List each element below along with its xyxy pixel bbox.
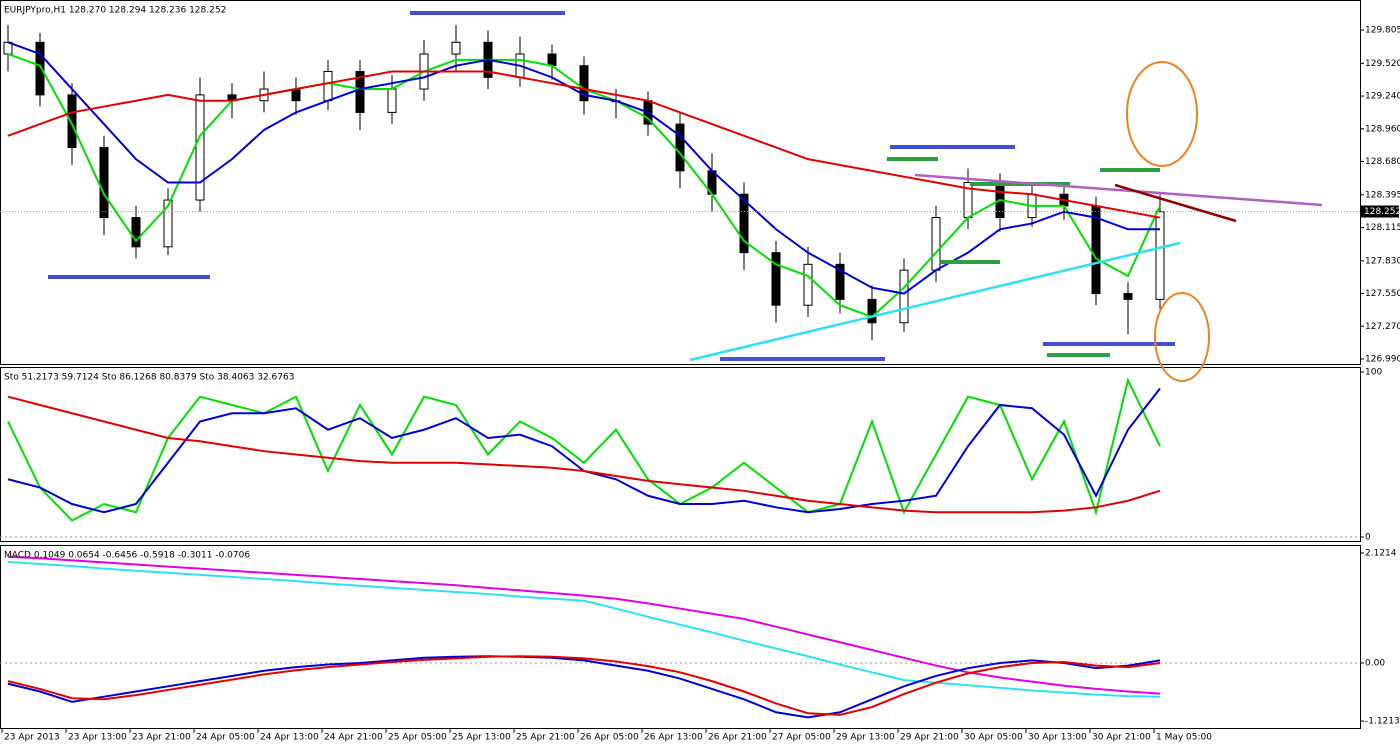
indicator-line [7, 560, 1161, 698]
trend-line [914, 173, 1323, 207]
trend-line [1114, 183, 1237, 223]
trend-line [689, 241, 1181, 362]
x-tick-label: 24 Apr 05:00 [196, 733, 255, 743]
x-tick-label: 26 Apr 05:00 [580, 733, 639, 743]
candle-body [323, 71, 333, 102]
current-price-box [1361, 205, 1399, 218]
candle-body [99, 146, 109, 219]
panel-title: Sto 51.2173 59.7124 Sto 86.1268 80.8379 … [4, 373, 294, 383]
x-tick-label: 27 Apr 05:00 [772, 733, 831, 743]
candle-body [67, 94, 77, 148]
candle-body [355, 71, 365, 113]
panel-title: EURJPYpro,H1 128.270 128.294 128.236 128… [4, 6, 226, 16]
support-lines [48, 11, 1175, 361]
y-tick-label: 100 [1365, 367, 1382, 377]
indicator-line [7, 41, 1160, 295]
y-tick-label: 128.680 [1365, 157, 1400, 167]
x-tick-label: 25 Apr 05:00 [388, 733, 447, 743]
candle-body [131, 217, 141, 248]
y-tick-label: 2.1214 [1365, 549, 1397, 559]
x-tick-label: 26 Apr 13:00 [644, 733, 703, 743]
candle-body [163, 199, 173, 248]
indicator-line [7, 655, 1161, 719]
x-tick-label: 26 Apr 21:00 [708, 733, 767, 743]
drawing-objects [48, 11, 1323, 382]
candle-body [291, 88, 301, 102]
x-tick-label: 30 Apr 13:00 [1028, 733, 1087, 743]
y-tick-label: 128.960 [1365, 124, 1400, 134]
candle-body [771, 252, 781, 306]
candle-body [675, 123, 685, 172]
x-tick-label: 30 Apr 05:00 [964, 733, 1023, 743]
y-tick-label: 126.990 [1365, 354, 1400, 364]
y-tick-label: 128.395 [1365, 190, 1400, 200]
x-tick-label: 24 Apr 13:00 [260, 733, 319, 743]
x-tick-label: 30 Apr 21:00 [1092, 733, 1151, 743]
x-tick-label: 23 Apr 2013 [4, 733, 60, 743]
x-tick-label: 25 Apr 21:00 [516, 733, 575, 743]
candle-body [1155, 211, 1165, 300]
panel-frame [0, 0, 1361, 365]
current-price-label: 128.252 [1364, 207, 1400, 217]
y-tick-label: 127.550 [1365, 289, 1400, 299]
panel-frame [0, 367, 1361, 542]
y-tick-label: 0.00 [1365, 658, 1385, 668]
y-tick-label: 129.520 [1365, 59, 1400, 69]
candle-body [547, 53, 557, 67]
candle-body [899, 269, 909, 324]
x-tick-label: 29 Apr 21:00 [900, 733, 959, 743]
y-tick-label: 129.805 [1365, 26, 1400, 36]
x-tick-label: 24 Apr 21:00 [324, 733, 383, 743]
x-tick-label: 23 Apr 21:00 [132, 733, 191, 743]
candle-body [835, 263, 845, 300]
y-tick-label: -1.1213 [1365, 717, 1400, 727]
panel-title: MACD 0.1049 0.0654 -0.6456 -0.5918 -0.30… [4, 551, 250, 561]
x-tick-label: 1 May 05:00 [1156, 733, 1212, 743]
candle-body [931, 217, 941, 271]
candle-body [451, 41, 461, 55]
indicator-line [7, 377, 1161, 522]
y-tick-label: 128.115 [1365, 223, 1400, 233]
indicator-line [7, 395, 1161, 514]
candle-body [1123, 293, 1133, 300]
candle-body [867, 298, 877, 324]
x-tick-label: 23 Apr 13:00 [68, 733, 127, 743]
candle-body [579, 65, 589, 102]
indicator-line [7, 555, 1161, 695]
y-tick-label: 127.830 [1365, 256, 1400, 266]
highlight-ellipse [1126, 61, 1198, 167]
indicator-line [7, 655, 1161, 716]
candle-body [803, 263, 813, 306]
indicator-line [7, 70, 1161, 219]
x-tick-label: 29 Apr 13:00 [836, 733, 895, 743]
y-tick-label: 129.240 [1365, 92, 1400, 102]
candle-body [739, 193, 749, 254]
candle-body [387, 88, 397, 113]
x-tick-label: 25 Apr 13:00 [452, 733, 511, 743]
y-tick-label: 0 [1365, 533, 1371, 543]
highlight-ellipse [1154, 292, 1210, 382]
y-tick-label: 127.270 [1365, 322, 1400, 332]
candle-body [35, 41, 45, 96]
candle-body [195, 94, 205, 201]
